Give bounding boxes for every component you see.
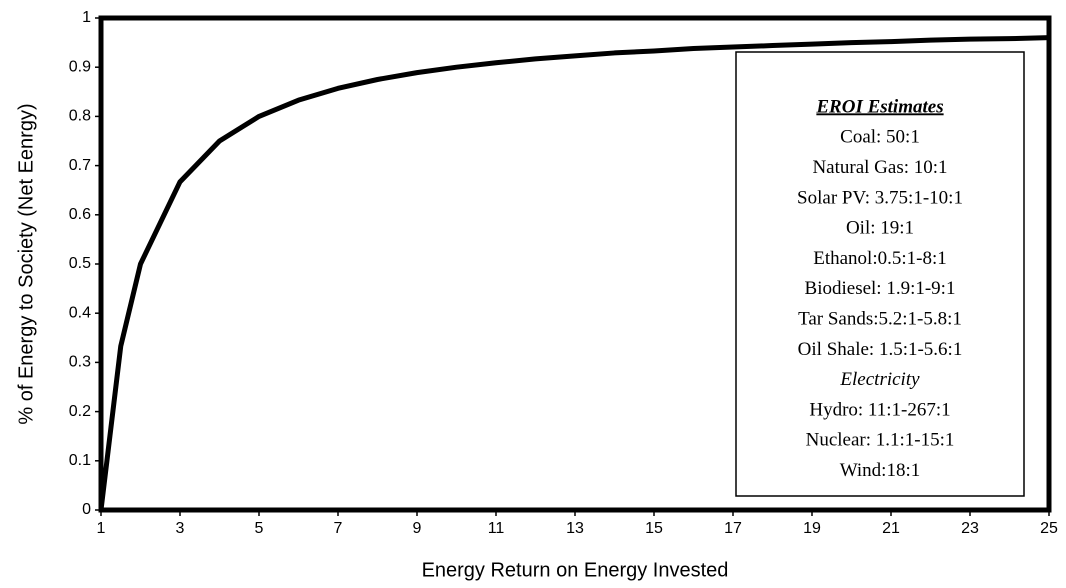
x-tick-label: 1	[97, 520, 106, 537]
y-tick-label: 0.8	[69, 108, 91, 125]
annotation-item: Ethanol:0.5:1-8:1	[813, 248, 947, 269]
y-tick-label: 1	[82, 9, 91, 26]
x-tick-label: 19	[803, 520, 821, 537]
annotation-item: Wind:18:1	[840, 460, 921, 481]
x-tick-label: 3	[176, 520, 185, 537]
annotation-item: Solar PV: 3.75:1-10:1	[797, 187, 963, 208]
x-tick-label: 15	[645, 520, 663, 537]
x-tick-label: 7	[334, 520, 343, 537]
y-tick-label: 0	[82, 501, 91, 518]
annotation-item: Biodiesel: 1.9:1-9:1	[805, 278, 956, 299]
y-tick-label: 0.1	[69, 452, 91, 469]
data-line	[98, 35, 1050, 511]
y-tick-label: 0.2	[69, 403, 91, 420]
plot-frame	[98, 15, 1052, 513]
y-tick-label: 0.6	[69, 206, 91, 223]
annotation-subtitle: Electricity	[839, 369, 920, 390]
x-tick-label: 5	[255, 520, 264, 537]
annotation-item: Oil Shale: 1.5:1-5.6:1	[798, 339, 963, 360]
x-tick-label: 17	[724, 520, 742, 537]
annotation-item: Nuclear: 1.1:1-15:1	[806, 430, 955, 451]
annotation-item: Coal: 50:1	[840, 127, 920, 148]
x-tick-label: 9	[413, 520, 422, 537]
annotation-title: EROI Estimates	[815, 96, 943, 117]
x-tick-label: 13	[566, 520, 584, 537]
annotation-box	[735, 51, 1025, 497]
y-axis-title: % of Energy to Society (Net Eenrgy)	[15, 103, 37, 424]
x-axis-title: Energy Return on Energy Invested	[422, 559, 729, 581]
annotation-item: Hydro: 11:1-267:1	[809, 399, 950, 420]
x-tick-label: 23	[961, 520, 979, 537]
annotation-item: Natural Gas: 10:1	[812, 157, 947, 178]
x-tick-label: 25	[1040, 520, 1058, 537]
y-tick-label: 0.7	[69, 157, 91, 174]
annotation-item: Oil: 19:1	[846, 218, 914, 239]
y-tick-label: 0.3	[69, 354, 91, 371]
y-tick-label: 0.4	[69, 304, 91, 321]
x-tick-label: 21	[882, 520, 900, 537]
y-tick-label: 0.9	[69, 58, 91, 75]
y-tick-label: 0.5	[69, 255, 91, 272]
annotation-item: Tar Sands:5.2:1-5.8:1	[798, 308, 962, 329]
x-tick-label: 11	[488, 520, 505, 537]
